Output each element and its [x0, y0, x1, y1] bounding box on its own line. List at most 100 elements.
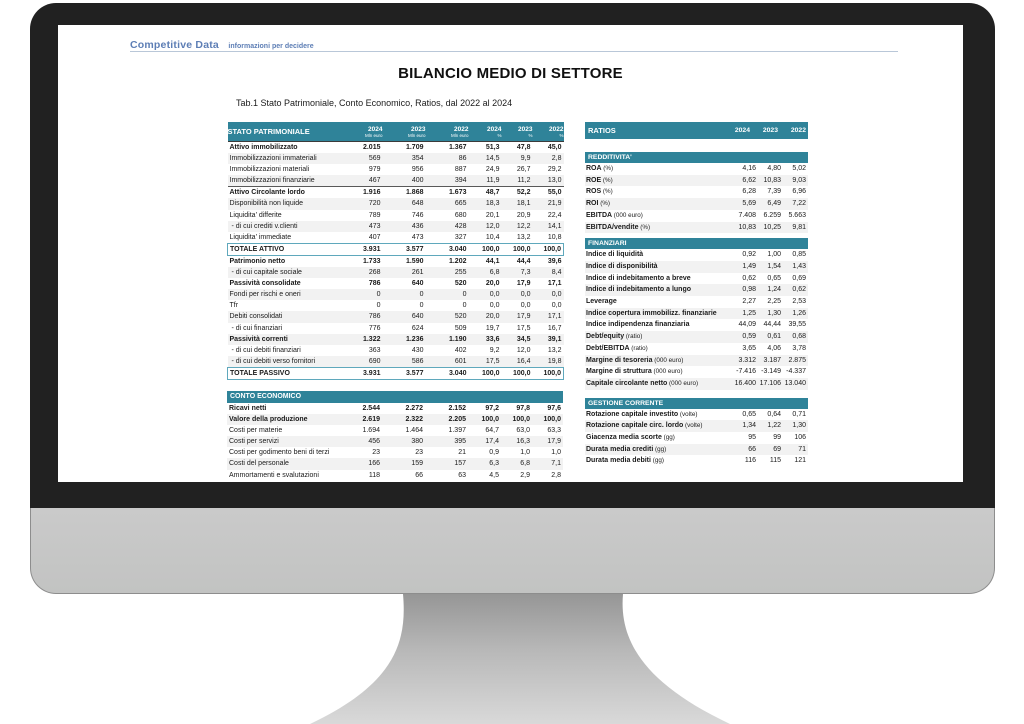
cell-value: 12,2	[516, 222, 531, 230]
row-label: Passività consolidate	[229, 280, 301, 288]
cell-value: 16.400	[734, 379, 756, 387]
cell-value: 601	[454, 357, 467, 365]
row-label: Capitale circolante netto (000 euro)	[585, 378, 733, 390]
row-label: Indice di indebitamento a breve	[585, 273, 733, 285]
cell-value: 16,3	[516, 438, 530, 446]
ratio-label: Durata media crediti	[586, 445, 654, 453]
cell-value: 0,68	[792, 333, 806, 341]
row-label: Giacenza media scorte (gg)	[585, 432, 733, 444]
ratios-section: RATIOS 2024 2023 2022 REDDITIVITA' ROA (%…	[585, 122, 808, 467]
cell-value: 0,62	[742, 274, 756, 282]
ratio-label: Margine di tesoreria	[586, 356, 653, 364]
cell-value: 24,9	[485, 166, 500, 174]
cell-value: 268	[368, 269, 381, 277]
ratio-unit: (000 euro)	[652, 356, 684, 364]
cell-value: 0,0	[520, 302, 531, 310]
cell-value: 0,0	[489, 291, 500, 299]
cell-value: 467	[368, 177, 381, 185]
ratio-unit: (%)	[638, 223, 651, 231]
cell-value: -3.149	[761, 368, 781, 376]
ratio-label: Leverage	[586, 298, 617, 306]
cell-value: 100,0	[468, 242, 502, 256]
cell-value: 789	[368, 211, 381, 219]
cell-value: 29,2	[547, 166, 562, 174]
cell-value: 44,1	[485, 257, 500, 265]
ratio-label: ROA	[586, 165, 602, 172]
cell-value: 10,83	[763, 176, 781, 184]
ratio-label: Debt/EBITDA	[586, 344, 630, 352]
cell-value: 10,83	[738, 223, 756, 231]
row-label: Ricavi netti	[229, 404, 267, 412]
cell-value: 100,0	[532, 242, 564, 256]
table-row: Debiti consolidati 786 640 520 20,0 17,9 17,1	[227, 311, 564, 323]
cell-value: 63,3	[547, 427, 561, 435]
table-row: Debt/equity (ratio) 0,59 0,61 0,68	[585, 331, 808, 343]
cell-value: 6,28	[742, 188, 756, 196]
table-row: Attivo Circolante lordo 1.916 1.868 1.673 48…	[227, 186, 564, 199]
cell-value: -7.416	[736, 368, 756, 376]
table-row: Fondi per rischi e oneri 0 0 0 0,0 0,0 0,0	[227, 289, 564, 301]
column-header: 2022%	[549, 125, 564, 138]
cell-value: 2.272	[405, 404, 423, 412]
table-row: Durata media debiti (gg) 116 115 121	[585, 455, 808, 467]
cell-value: 3.577	[382, 366, 426, 380]
cell-value: 0	[462, 291, 467, 299]
cell-value: 157	[454, 460, 466, 468]
cell-value: 1.322	[362, 335, 381, 343]
balance-section: STATO PATRIMONIALE 2024 Mln euro 2023 Mln …	[227, 122, 564, 481]
row-label: Attivo immobilizzato	[229, 144, 298, 151]
row-label: Costi per servizi	[229, 438, 279, 446]
cell-value: 1,22	[767, 422, 781, 430]
monitor-screen: Competitive Data informazioni per decide…	[58, 25, 963, 482]
ratio-unit: (volte)	[683, 422, 703, 430]
cell-value: 956	[411, 166, 424, 174]
cell-value: 9,2	[489, 346, 500, 354]
cell-value: 261	[411, 269, 424, 277]
cell-value: 3.312	[738, 356, 756, 364]
row-label: Tfr	[229, 302, 239, 310]
cell-value: 12,0	[516, 346, 531, 354]
ratio-label: Rotazione capitale investito	[586, 410, 679, 418]
cell-value: 13,2	[516, 233, 531, 241]
cell-value: 100,0	[501, 366, 533, 380]
cell-value: 0,0	[489, 302, 500, 310]
table-row: Costi per materie 1.694 1.464 1.397 64,7 63,0…	[227, 425, 563, 436]
cell-value: 1,25	[742, 309, 756, 317]
table-row: Rotazione capitale investito (volte) 0,65…	[585, 409, 808, 421]
cell-value: 786	[368, 280, 381, 288]
cell-value: 1,0	[551, 449, 561, 457]
cell-value: 7,22	[792, 200, 806, 208]
cell-value: 4,16	[742, 165, 756, 172]
row-label: Attivo Circolante lordo	[227, 186, 343, 199]
cell-value: 6,8	[489, 269, 500, 277]
table-row: Patrimonio netto 1.733 1.590 1.202 44,1 44,4 3…	[228, 255, 564, 267]
cell-value: 21,9	[547, 200, 562, 208]
cell-value: 436	[411, 222, 424, 230]
ratio-label: Debt/equity	[586, 333, 625, 341]
row-label: Durata media debiti (gg)	[585, 455, 733, 467]
cell-value: 0	[419, 291, 424, 299]
table-row: Indice copertura immobilizz. finanziarie…	[585, 307, 808, 320]
table-row: TOTALE ATTIVO 3.931 3.577 3.040 100,0 100,0 10…	[227, 242, 564, 256]
row-label: Passività correnti	[229, 335, 288, 343]
cell-value: 97,8	[516, 404, 530, 412]
ratios-subsection-title: FINANZIARI	[585, 238, 808, 250]
cell-value: 13.040	[784, 379, 806, 387]
cell-value: 17,5	[516, 324, 531, 332]
ratio-unit: (%)	[601, 165, 614, 172]
ratios-header: RATIOS 2024 2023 2022	[585, 122, 808, 139]
monitor-chin	[30, 508, 995, 594]
cell-value: 6,3	[489, 460, 499, 468]
income-statement-table: Ricavi netti 2.544 2.272 2.152 97,2 97,8 97,6 V…	[227, 403, 563, 481]
row-label: Margine di tesoreria (000 euro)	[585, 355, 733, 367]
cell-value: 34,5	[516, 335, 531, 343]
table-row: Immobilizzazioni finanziarie 467 400 394 11,…	[227, 175, 564, 187]
cell-value: 52,2	[501, 186, 533, 199]
brand-logo: Competitive Data informazioni per decide…	[130, 35, 314, 53]
cell-value: 1,26	[792, 309, 806, 317]
cell-value: 100,0	[543, 416, 561, 424]
row-label: Fondi per rischi e oneri	[229, 291, 301, 299]
table-row: Tfr 0 0 0 0,0 0,0 0,0	[228, 300, 564, 311]
cell-value: 0,65	[767, 274, 781, 282]
cell-value: 0	[419, 302, 424, 310]
